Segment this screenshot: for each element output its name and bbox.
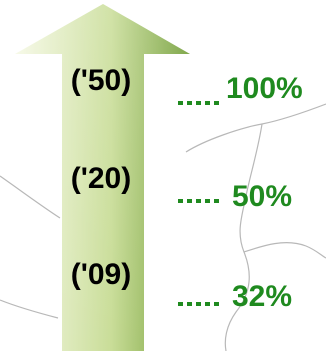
percent-label-2050: 100% [226,72,303,105]
year-label-2009: ('09) [70,258,132,291]
dotted-leader-2020 [178,190,228,203]
dotted-leader-2009 [178,293,228,306]
percent-label-2020: 50% [232,180,293,213]
year-label-2020: ('20) [70,162,132,195]
year-label-2050: ('50) [70,64,132,97]
percent-label-2009: 32% [232,280,293,313]
dotted-leader-2050 [178,92,228,105]
